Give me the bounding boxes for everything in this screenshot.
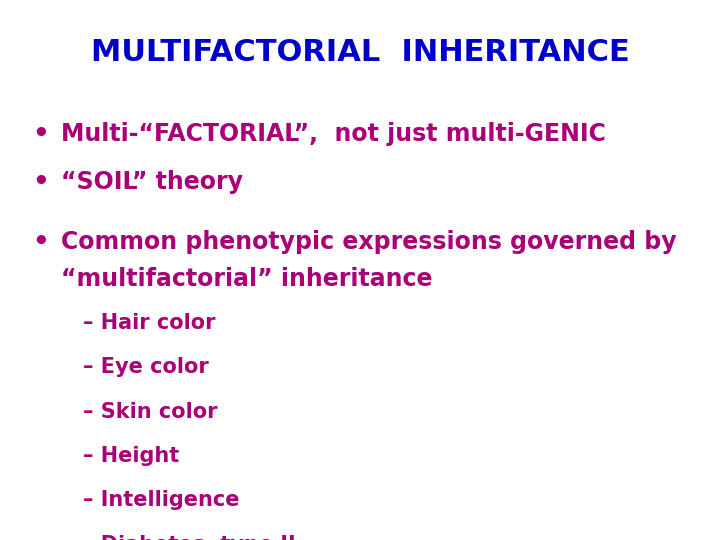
Text: Common phenotypic expressions governed by: Common phenotypic expressions governed b… (61, 230, 677, 253)
Text: – Intelligence: – Intelligence (83, 490, 239, 510)
Text: – Hair color: – Hair color (83, 313, 215, 333)
Text: •: • (32, 122, 49, 147)
Text: – Height: – Height (83, 446, 179, 466)
Text: – Skin color: – Skin color (83, 402, 217, 422)
Text: “SOIL” theory: “SOIL” theory (61, 170, 243, 194)
Text: – Diabetes, type II: – Diabetes, type II (83, 535, 295, 540)
Text: MULTIFACTORIAL  INHERITANCE: MULTIFACTORIAL INHERITANCE (91, 38, 629, 67)
Text: •: • (32, 230, 49, 255)
Text: •: • (32, 170, 49, 196)
Text: Multi-“FACTORIAL”,  not just multi-GENIC: Multi-“FACTORIAL”, not just multi-GENIC (61, 122, 606, 145)
Text: – Eye color: – Eye color (83, 357, 209, 377)
Text: “multifactorial” inheritance: “multifactorial” inheritance (61, 267, 433, 291)
